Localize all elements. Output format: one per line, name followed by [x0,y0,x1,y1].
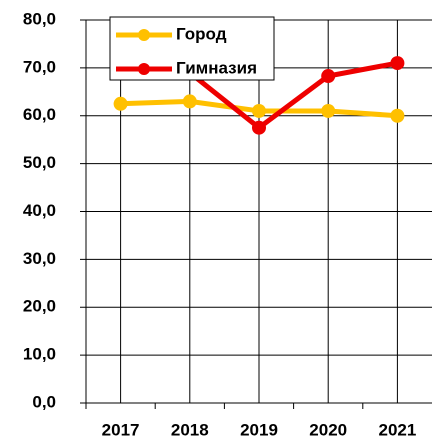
point [321,69,336,84]
y-tick-label: 50,0 [23,153,56,172]
y-tick-label: 80,0 [23,9,56,28]
x-tick-label: 2020 [309,420,347,439]
point [113,96,128,111]
legend-label: Гимназия [176,58,257,77]
point [252,103,266,118]
y-tick-label: 30,0 [23,249,56,268]
y-tick-label: 60,0 [23,105,56,124]
y-tick-label: 10,0 [23,345,56,364]
point [390,108,405,123]
point [390,56,405,71]
legend-marker [138,29,150,41]
point [321,103,336,118]
x-tick-label: 2021 [378,420,416,439]
y-tick-label: 70,0 [23,57,56,76]
y-tick-label: 20,0 [23,297,56,316]
point [182,94,197,109]
legend-marker [138,63,150,75]
point [252,120,266,135]
x-tick-label: 2019 [240,420,278,439]
x-tick-label: 2018 [171,420,209,439]
x-tick-label: 2017 [102,420,140,439]
y-tick-label: 0,0 [32,392,56,411]
legend-label: Город [176,24,227,43]
y-tick-label: 40,0 [23,201,56,220]
